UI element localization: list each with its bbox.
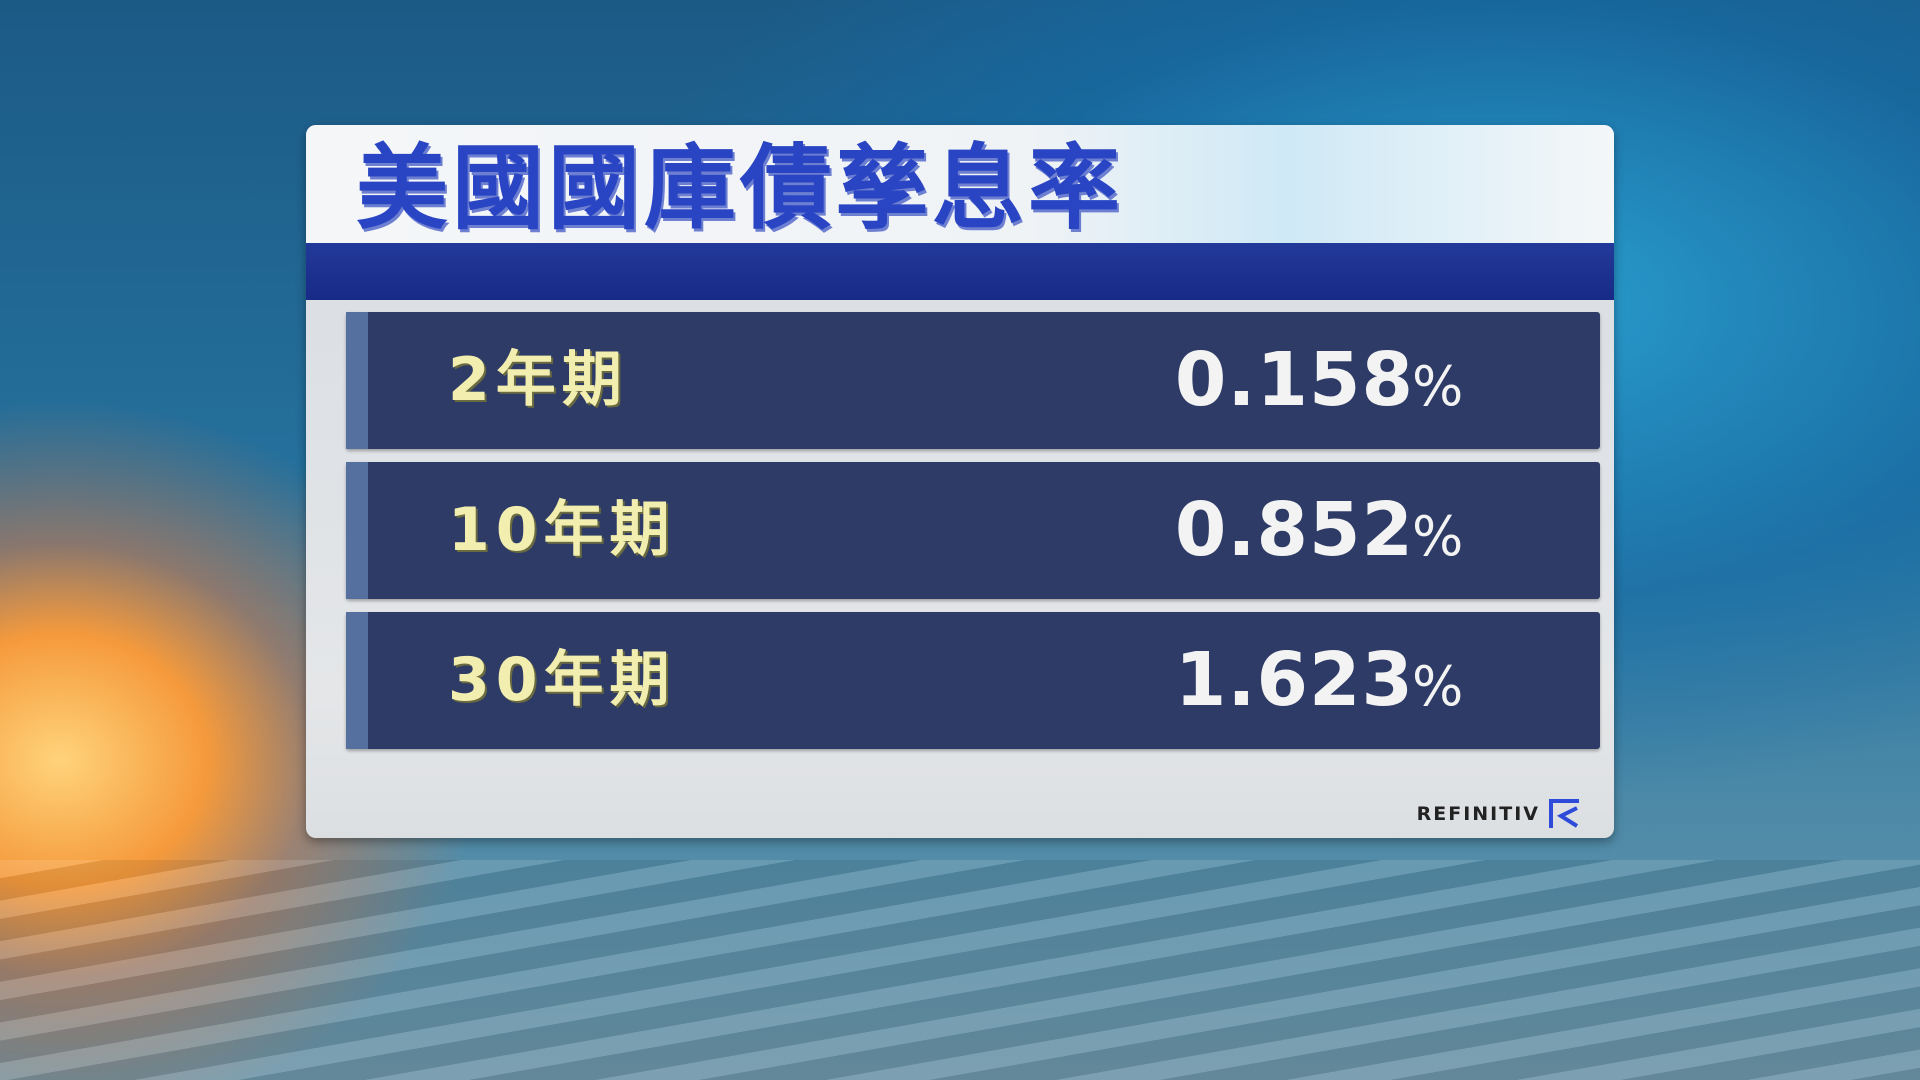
refinitiv-logo-icon [1549,799,1579,828]
yield-panel: 美國國庫債孳息率 2年期 0.158 % 10年期 0.852 % 30年期 1… [306,125,1614,838]
row-value: 0.852 [1174,487,1414,573]
source-logo: REFINITIV [1417,798,1582,830]
row-label: 2年期 [448,345,628,415]
row-value: 1.623 [1174,637,1414,723]
row-accent-stripe [346,312,368,449]
page-title: 美國國庫債孳息率 [356,135,1125,242]
header-divider-band [306,243,1614,300]
row-value: 0.158 [1174,337,1414,423]
row-accent-stripe [346,462,368,599]
row-unit: % [1412,505,1464,568]
table-row: 30年期 1.623 % [346,612,1600,749]
row-label: 10年期 [448,495,676,565]
row-unit: % [1412,655,1464,718]
table-row: 2年期 0.158 % [346,312,1600,449]
background-waves [0,860,1920,1080]
logo-text: REFINITIV [1416,803,1540,825]
row-accent-stripe [346,612,368,749]
row-unit: % [1412,355,1464,418]
table-row: 10年期 0.852 % [346,462,1600,599]
title-band: 美國國庫債孳息率 [306,125,1614,243]
row-label: 30年期 [448,645,676,715]
